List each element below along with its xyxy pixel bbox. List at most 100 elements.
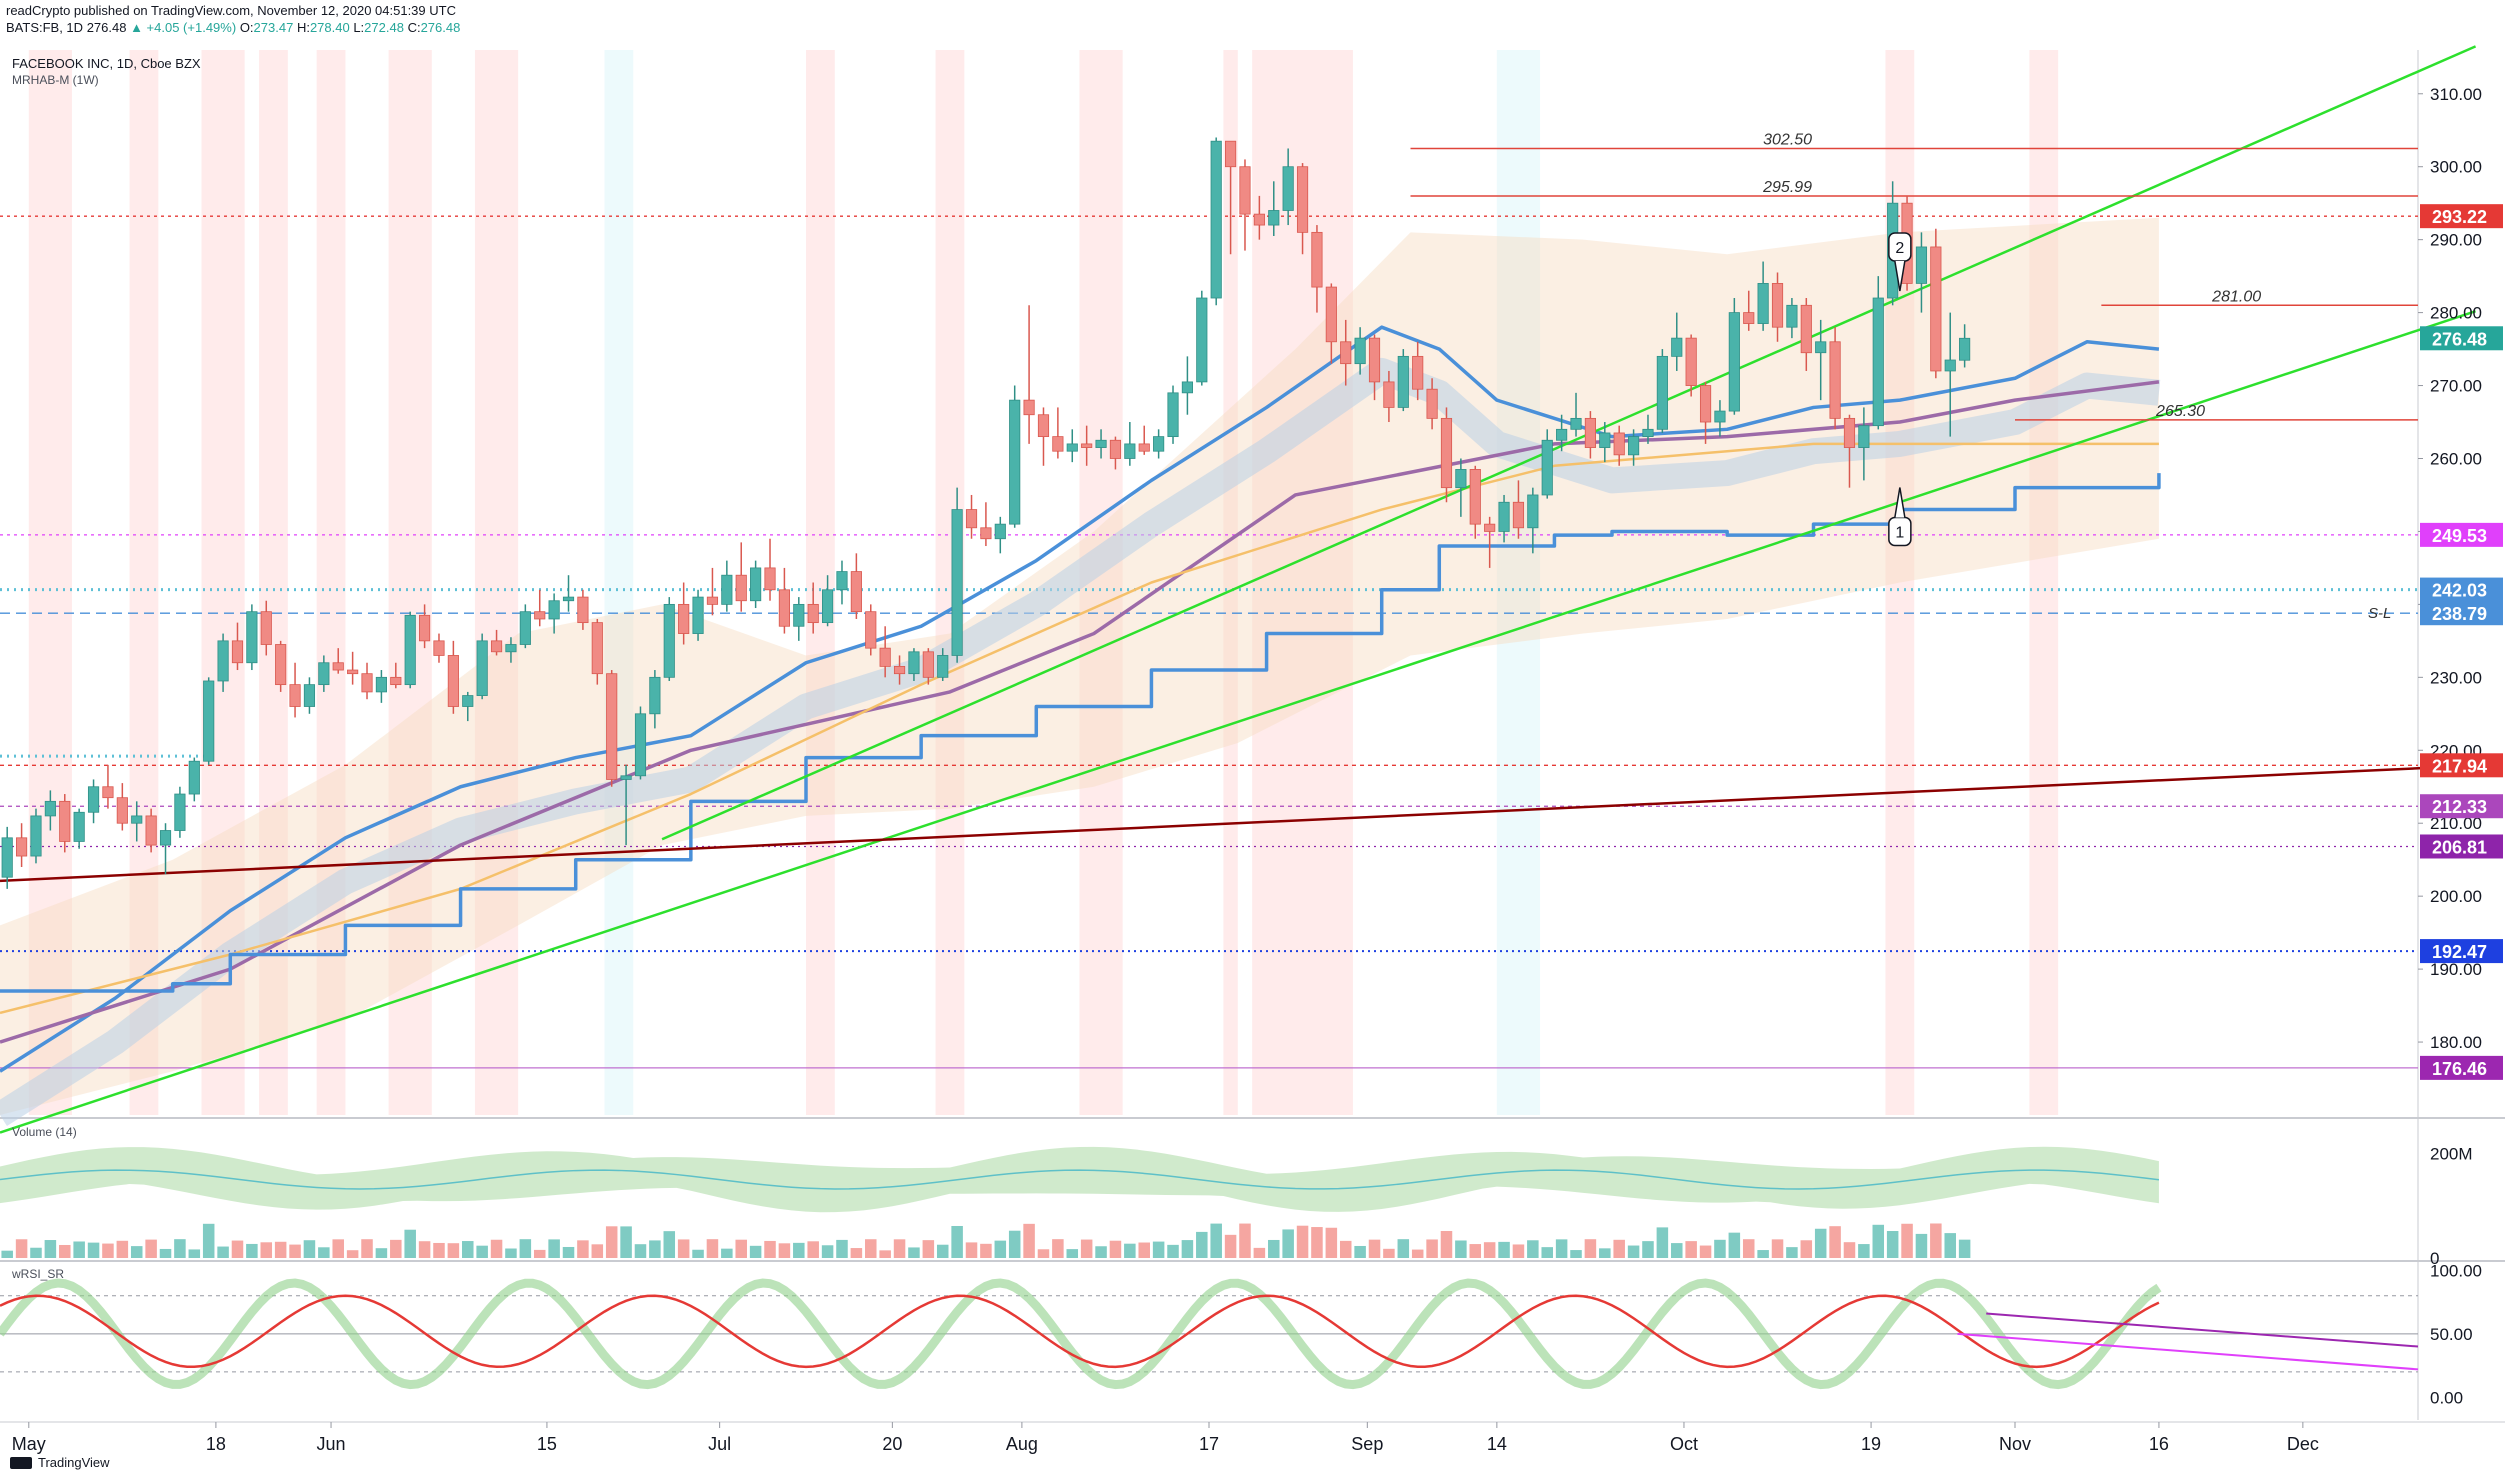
price-tag-box bbox=[2420, 577, 2503, 602]
volume-bar bbox=[1512, 1244, 1525, 1258]
volume-bar bbox=[721, 1248, 733, 1258]
candle bbox=[1081, 425, 1093, 466]
volume-bar bbox=[231, 1240, 244, 1258]
open-label: O: bbox=[239, 20, 254, 35]
candle bbox=[1181, 356, 1193, 415]
candle-body bbox=[519, 611, 531, 645]
candle bbox=[865, 604, 877, 656]
volume-bar bbox=[174, 1239, 186, 1258]
candle-body bbox=[1484, 523, 1496, 532]
candle-body bbox=[1944, 359, 1956, 372]
volume-bar bbox=[1498, 1241, 1510, 1258]
candle bbox=[1340, 319, 1352, 386]
candle bbox=[908, 648, 920, 681]
brand-name: TradingView bbox=[38, 1455, 110, 1470]
candle-body bbox=[347, 669, 359, 675]
candle-body bbox=[562, 596, 575, 602]
candle-body bbox=[750, 567, 762, 602]
volume-bar bbox=[1829, 1226, 1841, 1258]
candle-body bbox=[174, 793, 186, 831]
volume-bar bbox=[951, 1225, 963, 1258]
volume-bar bbox=[1613, 1239, 1625, 1258]
candle bbox=[375, 670, 387, 703]
trendline-long-term-dark-red bbox=[0, 764, 2476, 883]
volume-bar bbox=[965, 1242, 978, 1258]
candle-body bbox=[1383, 381, 1395, 408]
volume-bar bbox=[274, 1241, 287, 1258]
candle-body bbox=[1498, 501, 1510, 532]
volume-bar bbox=[145, 1239, 157, 1258]
candle bbox=[1268, 181, 1280, 237]
candle-body bbox=[1699, 385, 1712, 423]
candle bbox=[217, 633, 229, 692]
candle bbox=[577, 589, 589, 630]
volume-bar bbox=[1944, 1233, 1956, 1258]
time-tick-label: Dec bbox=[2287, 1434, 2319, 1454]
candle bbox=[1771, 272, 1784, 342]
volume-bar bbox=[217, 1246, 229, 1258]
candle bbox=[1829, 327, 1841, 430]
price-tag-box bbox=[2420, 794, 2503, 819]
time-tick-label: May bbox=[12, 1434, 46, 1454]
price-tag-276.48: 276.48 bbox=[2420, 326, 2503, 351]
candle bbox=[1196, 290, 1208, 386]
volume-bar bbox=[1599, 1248, 1611, 1258]
price-tag-238.79: 238.79 bbox=[2420, 601, 2503, 626]
signal-band bbox=[316, 50, 346, 1115]
time-tick-label: Jul bbox=[708, 1434, 731, 1454]
volume-pane-title: Volume (14) bbox=[12, 1125, 77, 1139]
candle bbox=[1786, 298, 1798, 339]
price-tag-label: 192.47 bbox=[2432, 942, 2487, 962]
candle-body bbox=[1628, 436, 1640, 456]
candle-body bbox=[965, 509, 978, 529]
candle bbox=[476, 633, 488, 700]
candle bbox=[303, 677, 316, 714]
volume-bar bbox=[1555, 1239, 1568, 1258]
candle bbox=[1628, 429, 1640, 466]
candle-body bbox=[462, 695, 474, 707]
publish-line: readCrypto published on TradingView.com,… bbox=[6, 3, 456, 18]
volume-bar bbox=[361, 1239, 373, 1258]
candle bbox=[419, 604, 431, 649]
volume-bar bbox=[1469, 1244, 1482, 1258]
volume-bar bbox=[620, 1226, 632, 1258]
volume-bar bbox=[1958, 1239, 1971, 1258]
candle bbox=[534, 589, 546, 627]
candle-body bbox=[692, 596, 704, 634]
volume-bar bbox=[735, 1239, 747, 1258]
volume-bar bbox=[1742, 1239, 1755, 1258]
candle bbox=[1325, 283, 1337, 364]
candle-body bbox=[361, 673, 373, 693]
candle bbox=[548, 593, 560, 634]
candle bbox=[1556, 414, 1568, 452]
candle-body bbox=[634, 713, 647, 777]
candle-body bbox=[1714, 410, 1726, 423]
price-tag-217.94: 217.94 bbox=[2420, 753, 2503, 778]
candle-body bbox=[1037, 414, 1050, 438]
volume-bar bbox=[1282, 1229, 1294, 1258]
candle bbox=[1685, 334, 1697, 397]
candle bbox=[1282, 148, 1294, 226]
candle bbox=[606, 670, 618, 787]
candle-body bbox=[1153, 436, 1165, 452]
volume-bar bbox=[73, 1241, 85, 1258]
rsi-pane-title: wRSI_SR bbox=[11, 1267, 64, 1281]
low-label: L: bbox=[353, 20, 365, 35]
candle bbox=[1412, 341, 1424, 401]
candle-body bbox=[1196, 297, 1208, 383]
volume-bar bbox=[375, 1248, 388, 1258]
candle-body bbox=[203, 680, 215, 762]
volume-bar bbox=[533, 1249, 546, 1258]
volume-bar bbox=[879, 1250, 891, 1258]
volume-bar bbox=[663, 1231, 676, 1258]
candle-body bbox=[289, 684, 301, 707]
candle-body bbox=[1081, 443, 1093, 448]
volume-bar bbox=[1397, 1239, 1410, 1258]
volume-bar bbox=[1757, 1250, 1769, 1258]
candle bbox=[1671, 312, 1683, 371]
candle bbox=[1095, 429, 1107, 459]
candle bbox=[1052, 407, 1064, 459]
candle bbox=[116, 783, 128, 831]
volume-bar bbox=[692, 1249, 704, 1258]
